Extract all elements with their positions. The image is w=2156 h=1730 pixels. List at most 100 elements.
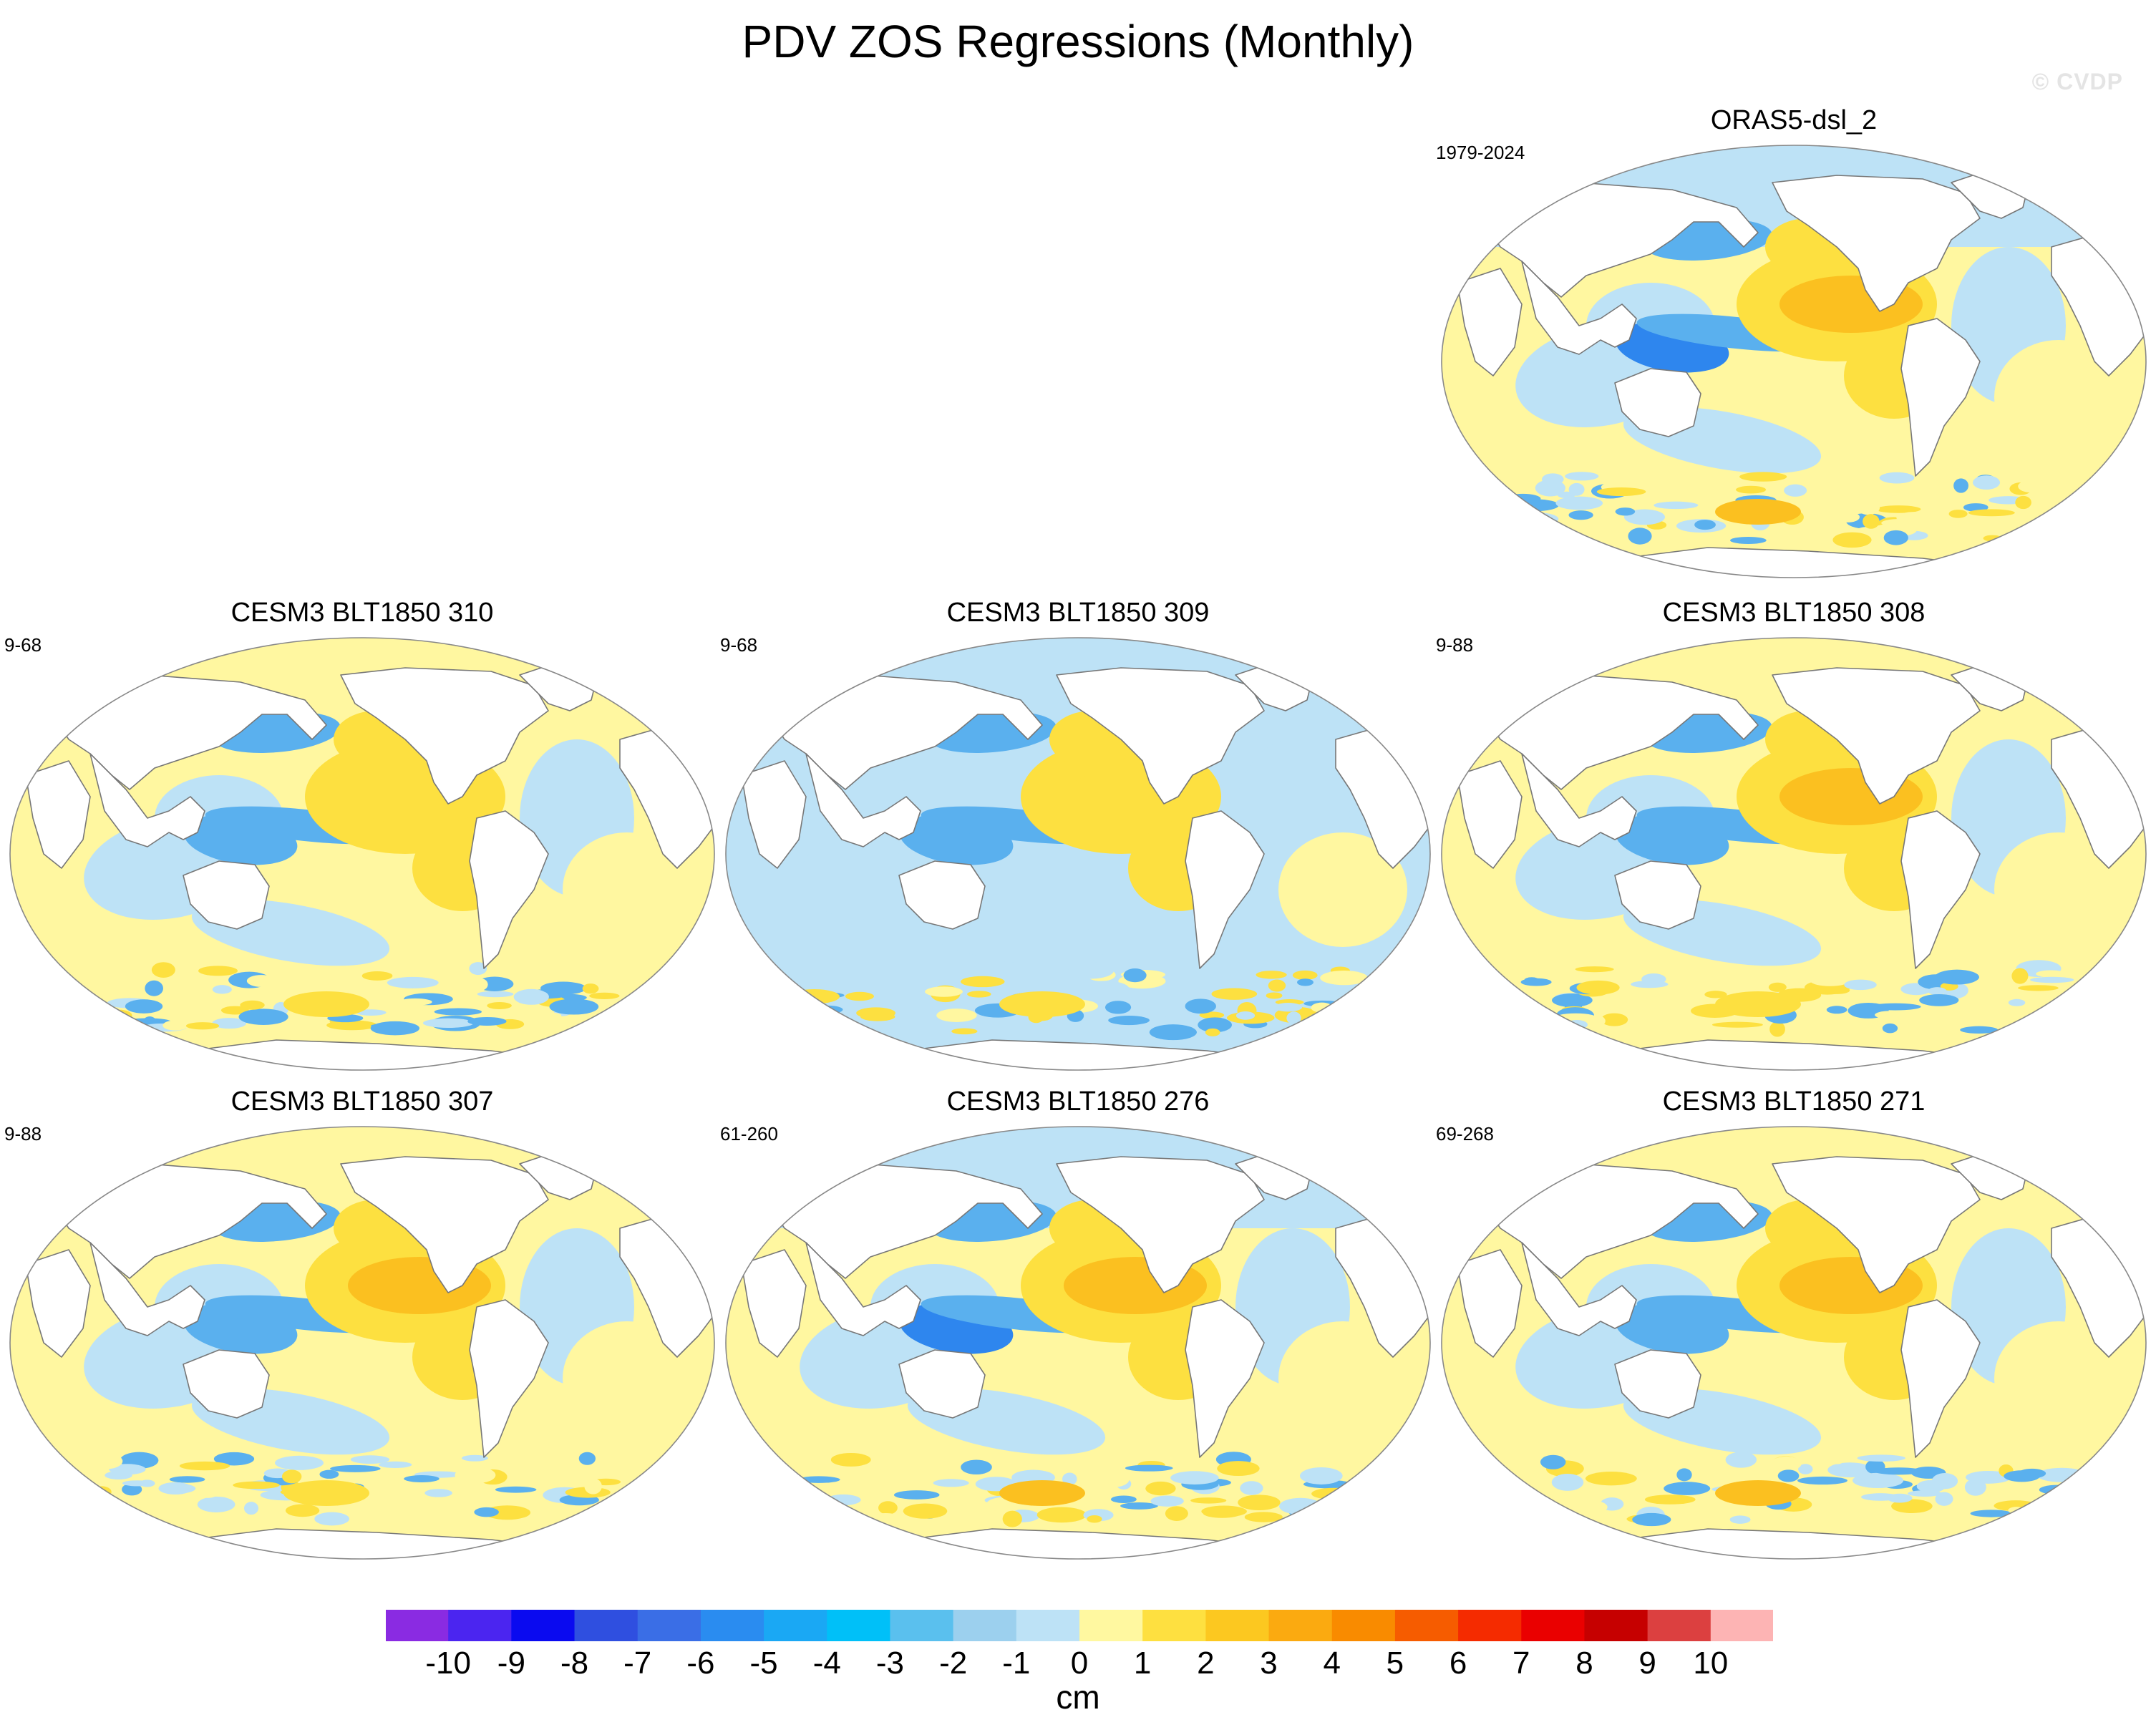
southern-ocean-anomaly — [1770, 1456, 1802, 1471]
southern-ocean-anomaly — [903, 1503, 948, 1519]
southern-ocean-anomaly — [1631, 981, 1669, 988]
ocean-field — [1442, 1127, 2146, 1559]
southern-ocean-anomaly — [1551, 1474, 1584, 1491]
southern-ocean-anomaly — [1711, 1021, 1763, 1028]
southern-ocean-anomaly — [1149, 1024, 1197, 1041]
southern-ocean-anomaly — [1145, 1481, 1176, 1496]
southern-ocean-anomaly — [1953, 478, 1968, 493]
southern-ocean-anomaly — [162, 1020, 188, 1031]
southern-ocean-anomaly — [2004, 1470, 2040, 1482]
southern-ocean-anomaly — [462, 1454, 488, 1462]
southern-ocean-anomaly — [1274, 1003, 1303, 1012]
south-atlantic — [1994, 340, 2123, 455]
world-map — [9, 1126, 715, 1560]
southern-ocean-anomaly — [2053, 1505, 2070, 1523]
south-asia-landmass — [89, 1242, 205, 1336]
north-america-landmass — [1056, 1156, 1265, 1293]
southern-ocean-anomaly — [1960, 1026, 1999, 1034]
southern-ocean-anomaly — [97, 1015, 116, 1027]
southern-ocean-anomaly — [212, 1018, 247, 1029]
southern-ocean-anomaly — [240, 1000, 265, 1010]
southern-ocean-anomaly — [117, 1512, 146, 1527]
africa-east-landmass — [741, 1249, 807, 1358]
southern-ocean-anomaly — [1729, 1515, 1751, 1524]
panel-title: CESM3 BLT1850 276 — [946, 1087, 1210, 1117]
southern-ocean-anomaly — [107, 963, 143, 981]
southern-ocean-anomaly — [613, 1504, 631, 1516]
southern-ocean-anomaly — [1165, 1012, 1184, 1028]
southern-ocean-anomaly — [1565, 472, 1599, 481]
colorbar-swatch — [1394, 1609, 1459, 1642]
southern-ocean-anomaly — [1002, 1510, 1022, 1527]
southern-ocean-anomaly — [1320, 1014, 1340, 1022]
colorbar-swatch — [574, 1609, 638, 1642]
world-map — [725, 637, 1431, 1071]
southern-ocean-anomaly — [845, 991, 874, 1001]
southern-ocean-anomaly — [1256, 971, 1287, 979]
southern-ocean-anomaly — [1286, 1011, 1301, 1025]
southern-ocean-anomaly — [1963, 503, 1989, 512]
southern-ocean-anomaly — [936, 1009, 977, 1022]
southern-ocean-anomaly — [1512, 1023, 1536, 1040]
southern-ocean-anomaly — [2018, 985, 2059, 991]
southern-ocean-anomaly — [1704, 991, 1727, 998]
southern-ocean-anomaly — [1190, 1497, 1227, 1504]
colorbar-tick-label: 0 — [1070, 1646, 1089, 1681]
southern-ocean-anomaly — [1586, 1514, 1628, 1520]
southern-ocean-anomaly — [455, 1467, 496, 1484]
colorbar-swatch — [637, 1609, 701, 1642]
eurasia-landmass — [47, 674, 327, 790]
southern-ocean-anomaly — [122, 1483, 142, 1496]
southern-ocean-anomaly — [1739, 472, 1787, 482]
southern-ocean-anomaly — [1297, 978, 1313, 986]
southern-ocean-anomaly — [1120, 1502, 1158, 1510]
southern-ocean-anomaly — [1125, 1464, 1173, 1472]
southern-ocean-anomaly — [1238, 1495, 1281, 1511]
map-border — [725, 1126, 1431, 1560]
southern-ocean-anomaly — [79, 1009, 120, 1019]
southern-ocean-anomaly — [1875, 971, 1921, 983]
southern-ocean-anomaly — [1632, 1512, 1671, 1527]
colorbar-tick-label: -10 — [425, 1646, 471, 1681]
southern-ocean-anomaly — [477, 991, 514, 998]
southern-ocean-anomaly — [1555, 496, 1603, 510]
map-panel-309: CESM3 BLT1850 309 9-68 — [720, 596, 1436, 1083]
southern-ocean-anomaly — [1777, 1469, 1800, 1482]
africa-east-landmass — [741, 760, 807, 869]
colorbar-swatch — [953, 1609, 1017, 1642]
ocean-field — [726, 638, 1430, 1070]
south-atlantic — [1994, 1321, 2123, 1436]
southern-ocean-anomaly — [387, 976, 439, 988]
south-asia-landmass — [805, 753, 921, 847]
southern-warm-patch — [1715, 991, 1801, 1017]
southern-ocean-anomaly — [319, 1469, 339, 1479]
southern-ocean-anomaly — [1266, 992, 1283, 999]
south-america-landmass — [469, 810, 549, 969]
southern-ocean-anomaly — [281, 1469, 302, 1484]
colorbar-outline — [385, 1609, 1774, 1642]
colorbar-swatch — [890, 1609, 954, 1642]
north-america-landmass — [340, 667, 549, 805]
southern-ocean-anomaly — [495, 1486, 537, 1493]
southern-ocean-anomaly — [1185, 998, 1216, 1014]
southern-ocean-anomaly — [1062, 1472, 1077, 1486]
map-border — [1441, 145, 2147, 578]
south-america-landmass — [1900, 810, 1981, 969]
southern-ocean-anomaly — [578, 1452, 596, 1465]
panel-years: 9-68 — [4, 634, 42, 656]
panel-title: ORAS5-dsl_2 — [1710, 105, 1878, 135]
southern-ocean-anomaly — [925, 986, 963, 997]
southern-ocean-anomaly — [1934, 969, 1979, 985]
eurasia-landmass — [1478, 182, 1759, 298]
southern-ocean-anomaly — [1666, 1005, 1692, 1012]
southern-ocean-anomaly — [1629, 1011, 1676, 1019]
southern-ocean-anomaly — [1844, 979, 1877, 991]
southern-ocean-anomaly — [797, 1476, 840, 1483]
colorbar-swatch — [1521, 1609, 1585, 1642]
southern-ocean-anomaly — [1299, 1467, 1343, 1484]
southern-ocean-anomaly — [151, 962, 175, 978]
southern-ocean-anomaly — [1826, 1006, 1847, 1014]
ocean-field — [726, 1127, 1430, 1559]
southern-ocean-anomaly — [1108, 1016, 1150, 1026]
south-asia-landmass — [89, 753, 205, 847]
